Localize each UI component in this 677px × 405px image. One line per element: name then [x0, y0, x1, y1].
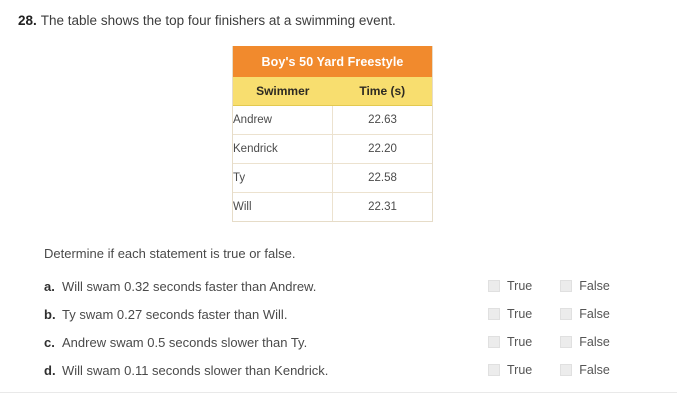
choice-false-a[interactable]: False — [560, 279, 610, 293]
choice-label-true: True — [507, 335, 533, 349]
checkbox-icon[interactable] — [560, 280, 573, 292]
checkbox-icon[interactable] — [488, 336, 500, 348]
table-row: Will 22.31 — [233, 192, 432, 221]
question-prompt: 28. The table shows the top four finisher… — [18, 13, 396, 28]
checkbox-icon[interactable] — [488, 364, 500, 376]
statement-list: a. Will swam 0.32 seconds faster than An… — [44, 272, 654, 384]
choice-true-d[interactable]: True — [488, 363, 532, 377]
choice-group-a: True False — [488, 272, 638, 300]
cell-swimmer-name: Ty — [233, 163, 333, 193]
choice-group-d: True False — [488, 356, 638, 384]
table-row: Ty 22.58 — [233, 163, 432, 193]
statement-text: Will swam 0.32 seconds faster than Andre… — [62, 278, 317, 294]
choice-label-true: True — [507, 307, 533, 321]
cell-swimmer-time: 22.58 — [332, 163, 432, 193]
cell-swimmer-name: Andrew — [233, 105, 333, 135]
cell-swimmer-name: Kendrick — [233, 134, 333, 164]
question-prompt-text: The table shows the top four finishers a… — [40, 13, 396, 28]
statement-text: Will swam 0.11 seconds slower than Kendr… — [62, 362, 329, 378]
checkbox-icon[interactable] — [488, 280, 500, 292]
checkbox-icon[interactable] — [560, 308, 573, 320]
statement-text: Ty swam 0.27 seconds faster than Will. — [62, 306, 288, 322]
choice-label-false: False — [579, 335, 610, 349]
statement-letter: a. — [44, 278, 55, 294]
table-title: Boy's 50 Yard Freestyle — [233, 46, 432, 77]
choice-false-b[interactable]: False — [560, 307, 610, 321]
choice-label-false: False — [579, 363, 610, 377]
checkbox-icon[interactable] — [560, 336, 573, 348]
choice-true-c[interactable]: True — [488, 335, 532, 349]
table-row: Kendrick 22.20 — [233, 134, 432, 164]
cell-swimmer-time: 22.63 — [332, 105, 432, 135]
statement-row-a: a. Will swam 0.32 seconds faster than An… — [44, 272, 654, 300]
checkbox-icon[interactable] — [488, 308, 500, 320]
choice-label-false: False — [579, 307, 610, 321]
choice-label-false: False — [579, 279, 610, 293]
swimming-results-table: Boy's 50 Yard Freestyle Swimmer Time (s)… — [232, 46, 433, 222]
statement-letter: b. — [44, 306, 56, 322]
cell-swimmer-name: Will — [233, 192, 333, 221]
question-number: 28. — [18, 13, 37, 28]
statement-row-d: d. Will swam 0.11 seconds slower than Ke… — [44, 356, 654, 384]
column-header-time: Time (s) — [332, 77, 432, 106]
choice-group-b: True False — [488, 300, 638, 328]
cell-swimmer-time: 22.31 — [332, 192, 432, 221]
footer-divider — [0, 392, 677, 393]
column-header-swimmer: Swimmer — [233, 77, 333, 106]
cell-swimmer-time: 22.20 — [332, 134, 432, 164]
statement-letter: c. — [44, 334, 55, 350]
choice-false-c[interactable]: False — [560, 335, 610, 349]
instruction-text: Determine if each statement is true or f… — [44, 246, 296, 261]
choice-true-a[interactable]: True — [488, 279, 532, 293]
statement-text: Andrew swam 0.5 seconds slower than Ty. — [62, 334, 308, 350]
choice-label-true: True — [507, 279, 533, 293]
table-row: Andrew 22.63 — [233, 105, 432, 135]
statement-row-b: b. Ty swam 0.27 seconds faster than Will… — [44, 300, 654, 328]
choice-true-b[interactable]: True — [488, 307, 532, 321]
statement-row-c: c. Andrew swam 0.5 seconds slower than T… — [44, 328, 654, 356]
statement-letter: d. — [44, 362, 56, 378]
checkbox-icon[interactable] — [560, 364, 573, 376]
choice-group-c: True False — [488, 328, 638, 356]
choice-label-true: True — [507, 363, 533, 377]
choice-false-d[interactable]: False — [560, 363, 610, 377]
